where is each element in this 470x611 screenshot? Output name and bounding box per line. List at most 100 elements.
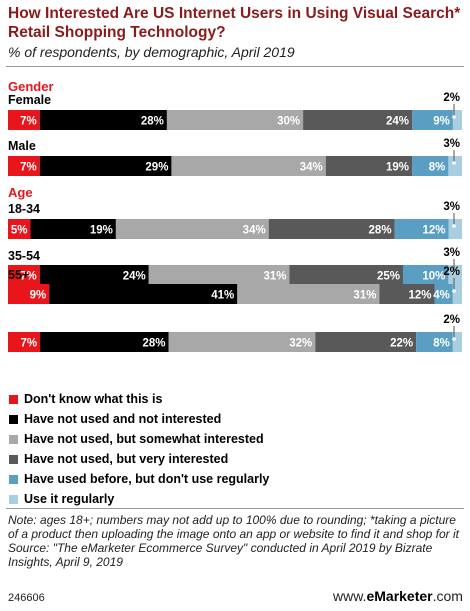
footnote-note: Note: ages 18+; numbers may not add up t… bbox=[8, 513, 459, 541]
bar-value-label: 8% bbox=[429, 162, 446, 174]
bar-value-label: 7% bbox=[20, 271, 37, 283]
brand-suffix: .com bbox=[432, 588, 463, 604]
bar-segment-0-0 bbox=[8, 110, 40, 130]
bar-segment-0-2 bbox=[166, 110, 304, 130]
bar-segment-0-5 bbox=[452, 110, 462, 130]
bar-value-label: 19% bbox=[90, 225, 113, 237]
bar-segment-0-4 bbox=[412, 110, 453, 130]
bar-value-label: 28% bbox=[369, 225, 392, 237]
bar-value-label: 19% bbox=[386, 162, 409, 174]
bar-value-label: 24% bbox=[123, 271, 146, 283]
bar-value-label: 31% bbox=[353, 290, 376, 302]
bar-value-label: 9% bbox=[433, 116, 450, 128]
bar-segment-5-5 bbox=[452, 332, 462, 352]
legend-swatch-2 bbox=[9, 435, 18, 444]
chart-title: How Interested Are US Internet Users in … bbox=[8, 5, 461, 41]
row-label-18-34: 18-34 bbox=[8, 202, 40, 216]
bar-value-label: 5% bbox=[11, 225, 28, 237]
bar-segment-4-3 bbox=[379, 284, 435, 304]
bar-value-label: 7% bbox=[20, 162, 37, 174]
row-label-55-: 55+ bbox=[8, 268, 29, 282]
bar-segment-3-1 bbox=[39, 265, 149, 285]
bar-segment-3-3 bbox=[289, 265, 403, 285]
bar-value-label: 3% bbox=[443, 247, 460, 259]
bar-segment-5-4 bbox=[416, 332, 453, 352]
bar-value-label: 41% bbox=[211, 290, 234, 302]
stacked-bar-chart: GenderAgeTotalFemale7%28%30%24%9%2%Male7… bbox=[8, 79, 462, 355]
legend-swatch-5 bbox=[9, 495, 18, 504]
group-label-age: Age bbox=[8, 185, 33, 200]
bar-value-label: 25% bbox=[377, 271, 400, 283]
bar-value-label: 2% bbox=[443, 92, 460, 104]
leader-dot bbox=[452, 224, 456, 228]
legend-swatch-0 bbox=[9, 395, 18, 404]
brand-link[interactable]: www.eMarketer.com bbox=[333, 588, 463, 604]
row-label-female: Female bbox=[8, 93, 51, 107]
bar-segment-1-5 bbox=[448, 156, 462, 176]
row-label-male: Male bbox=[8, 139, 36, 153]
brand-name: eMarketer bbox=[366, 588, 433, 604]
bar-value-label: 30% bbox=[277, 116, 300, 128]
bar-segment-5-1 bbox=[40, 332, 169, 352]
legend-label-4: Have used before, but don't use regularl… bbox=[24, 472, 270, 486]
bar-segment-3-5 bbox=[448, 265, 462, 285]
leader-dot bbox=[452, 337, 456, 341]
bar-segment-0-3 bbox=[303, 110, 413, 130]
bar-value-label: 12% bbox=[408, 290, 431, 302]
bar-segment-2-4 bbox=[394, 219, 449, 239]
bar-value-label: 4% bbox=[433, 290, 450, 302]
bar-value-label: 9% bbox=[30, 290, 47, 302]
leader-dot bbox=[452, 115, 456, 119]
bar-value-label: 29% bbox=[145, 162, 168, 174]
legend-label-3: Have not used, but very interested bbox=[24, 452, 229, 466]
bar-segment-2-2 bbox=[115, 219, 269, 239]
bar-segment-3-2 bbox=[148, 265, 290, 285]
bar-value-label: 7% bbox=[20, 338, 37, 350]
leader-dot bbox=[452, 270, 456, 274]
bar-segment-2-0 bbox=[8, 219, 31, 239]
bar-value-label: 34% bbox=[300, 162, 323, 174]
bar-value-label: 2% bbox=[443, 266, 460, 278]
bar-segment-4-4 bbox=[434, 284, 453, 304]
legend-label-2: Have not used, but somewhat interested bbox=[24, 432, 264, 446]
bar-value-label: 8% bbox=[433, 338, 450, 350]
bar-segment-3-4 bbox=[402, 265, 449, 285]
bar-segment-5-3 bbox=[315, 332, 417, 352]
bar-value-label: 10% bbox=[422, 271, 445, 283]
legend-label-5: Use it regularly bbox=[24, 492, 115, 506]
bar-value-label: 3% bbox=[443, 138, 460, 150]
bar-value-label: 34% bbox=[243, 225, 266, 237]
bar-segment-1-2 bbox=[171, 156, 326, 176]
bar-segment-4-5 bbox=[452, 284, 462, 304]
legend-label-1: Have not used and not interested bbox=[24, 412, 222, 426]
bar-value-label: 22% bbox=[390, 338, 413, 350]
bottom-divider bbox=[6, 508, 464, 509]
bar-value-label: 3% bbox=[443, 201, 460, 213]
legend-swatch-1 bbox=[9, 415, 18, 424]
bar-value-label: 7% bbox=[20, 116, 37, 128]
bar-value-label: 2% bbox=[443, 314, 460, 326]
brand-prefix: www. bbox=[333, 588, 367, 604]
group-label-gender: Gender bbox=[8, 79, 54, 94]
bar-segment-1-0 bbox=[8, 156, 40, 176]
chart-id: 246606 bbox=[8, 592, 45, 604]
bar-value-label: 12% bbox=[422, 225, 445, 237]
bar-value-label: 31% bbox=[263, 271, 286, 283]
bar-value-label: 28% bbox=[142, 338, 165, 350]
bar-value-label: 32% bbox=[289, 338, 312, 350]
leader-dot bbox=[452, 289, 456, 293]
bar-segment-1-3 bbox=[325, 156, 413, 176]
bar-segment-2-5 bbox=[448, 219, 462, 239]
top-divider bbox=[6, 66, 464, 67]
bar-segment-4-0 bbox=[8, 284, 50, 304]
bar-segment-4-1 bbox=[49, 284, 238, 304]
bar-segment-1-1 bbox=[39, 156, 172, 176]
chart-subtitle: % of respondents, by demographic, April … bbox=[8, 44, 295, 60]
legend-swatch-4 bbox=[9, 475, 18, 484]
row-label-35-54: 35-54 bbox=[8, 249, 40, 263]
bar-segment-0-1 bbox=[39, 110, 167, 130]
legend-swatch-3 bbox=[9, 455, 18, 464]
leader-dot bbox=[452, 161, 456, 165]
footnote-source: Source: "The eMarketer Ecommerce Survey"… bbox=[8, 541, 433, 569]
bar-segment-3-0 bbox=[8, 265, 40, 285]
